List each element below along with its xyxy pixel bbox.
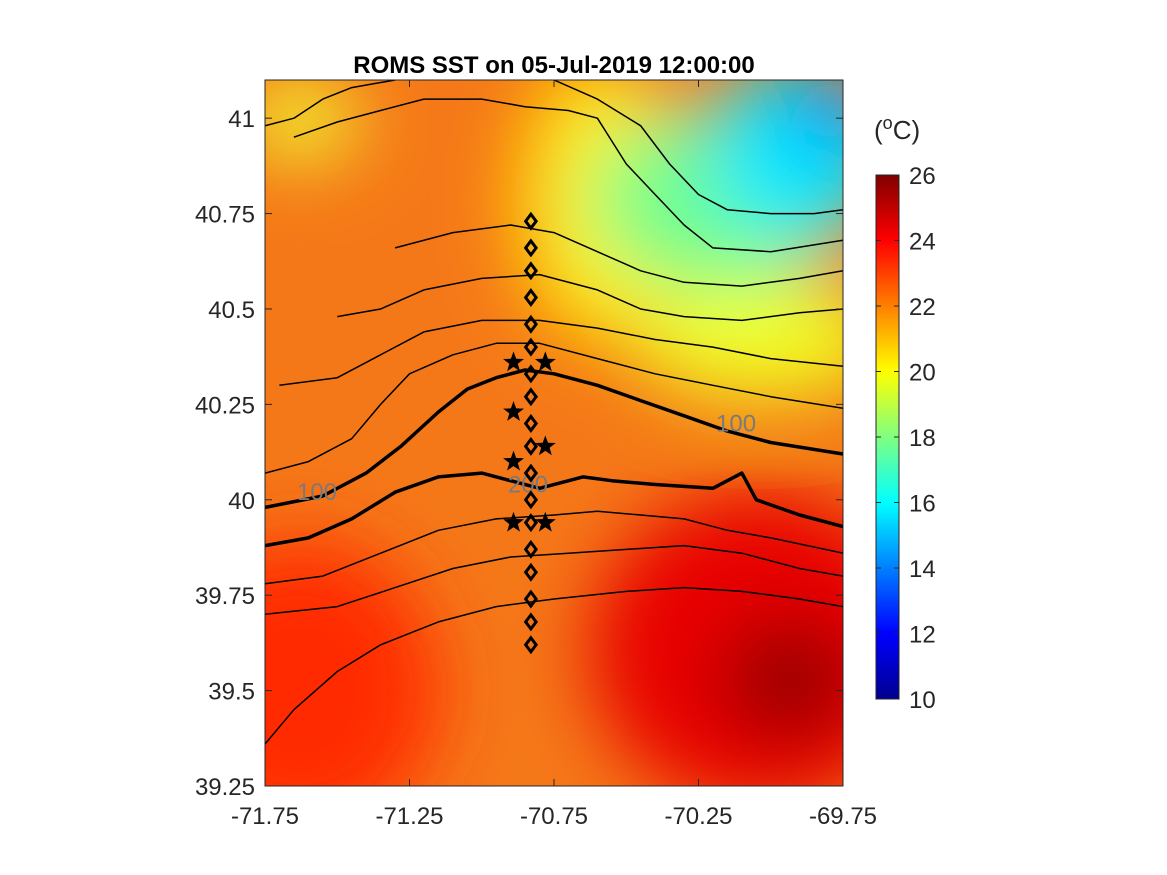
- y-tick-label-5: 39.75: [195, 583, 255, 610]
- cb-tick-label-5: 16: [909, 491, 936, 518]
- station-star-1: [534, 351, 556, 372]
- y-tick-label-7: 39.25: [195, 774, 255, 801]
- contour-line-7: [265, 80, 396, 127]
- stations: [503, 211, 556, 655]
- y-axis: 41 40.75 40.5 40.25 40 39.75 39.5 39.25: [195, 106, 843, 801]
- bathymetry-contours: [265, 80, 843, 745]
- contour-line-1: [265, 471, 843, 548]
- yellow-shelf-region: [630, 280, 843, 400]
- station-diamond-10: [523, 463, 539, 483]
- x-tick-label-2: -70.75: [520, 803, 588, 830]
- y-tick-label-1: 40.75: [195, 202, 255, 229]
- station-star-3: [534, 435, 556, 456]
- station-diamond-7: [523, 387, 539, 407]
- contour-line-9: [265, 510, 843, 585]
- warmest-core-region: [720, 620, 843, 740]
- y-tick-label-4: 40: [228, 488, 255, 515]
- cb-tick-label-8: 10: [909, 687, 936, 714]
- station-star-6: [534, 511, 556, 532]
- station-diamond-8: [523, 413, 539, 433]
- cb-tick-label-2: 22: [909, 294, 936, 321]
- station-star-5: [503, 511, 524, 532]
- x-tick-label-1: -71.25: [375, 803, 443, 830]
- cb-tick-label-0: 26: [909, 163, 936, 190]
- colorbar-gradient: [876, 175, 899, 699]
- x-tick-label-3: -70.25: [664, 803, 732, 830]
- cb-tick-label-6: 14: [909, 556, 936, 583]
- contour-line-11: [265, 586, 843, 745]
- y-tick-label-3: 40.25: [195, 392, 255, 419]
- station-diamond-14: [523, 562, 539, 582]
- contour-line-8: [553, 80, 843, 215]
- y-tick-label-2: 40.5: [208, 297, 255, 324]
- station-star-4: [503, 450, 524, 471]
- coldest-corner-region: [790, 80, 843, 150]
- y-tick-label-6: 39.5: [208, 679, 255, 706]
- station-diamond-0: [523, 211, 539, 231]
- station-diamond-16: [523, 612, 539, 632]
- station-diamond-1: [523, 238, 539, 258]
- cb-tick-label-3: 20: [909, 360, 936, 387]
- station-diamond-2: [523, 261, 539, 281]
- station-diamond-15: [523, 589, 539, 609]
- contour-line-0: [265, 368, 843, 510]
- station-diamond-9: [523, 436, 539, 456]
- cb-tick-label-7: 12: [909, 622, 936, 649]
- colorbar: 26 24 22 20 18 16 14 12 10 (oC): [874, 113, 936, 714]
- northwest-yellow-region: [265, 80, 360, 160]
- station-star-2: [503, 401, 524, 421]
- cb-tick-label-1: 24: [909, 229, 936, 256]
- warm-southwest-region: [265, 540, 440, 786]
- x-tick-label-0: -71.75: [231, 803, 299, 830]
- station-diamond-13: [523, 539, 539, 559]
- cb-tick-label-4: 18: [909, 425, 936, 452]
- station-diamond-5: [523, 337, 539, 357]
- station-star-0: [503, 351, 524, 372]
- y-tick-label-0: 41: [228, 106, 255, 133]
- station-diamond-11: [523, 490, 539, 510]
- colorbar-ticks: 26 24 22 20 18 16 14 12 10: [876, 163, 936, 714]
- station-diamond-12: [523, 513, 539, 533]
- contour-label-0: 100: [297, 479, 337, 506]
- station-diamond-17: [523, 635, 539, 655]
- contour-label-1: 100: [716, 410, 756, 437]
- sst-field: [265, 80, 843, 786]
- contour-line-6: [293, 98, 843, 253]
- station-diamond-4: [523, 314, 539, 334]
- contour-line-10: [265, 544, 843, 616]
- contour-line-5: [394, 224, 843, 287]
- colorbar-label: (oC): [874, 113, 920, 145]
- x-tick-label-4: -69.75: [809, 803, 877, 830]
- contour-line-3: [279, 319, 843, 387]
- station-diamond-3: [523, 288, 539, 308]
- chart-title: ROMS SST on 05-Jul-2019 12:00:00: [353, 52, 754, 79]
- contour-line-2: [265, 342, 843, 474]
- station-diamond-6: [523, 364, 539, 384]
- x-axis: -71.75 -71.25 -70.75 -70.25 -69.75: [231, 80, 877, 830]
- contour-line-4: [337, 273, 843, 322]
